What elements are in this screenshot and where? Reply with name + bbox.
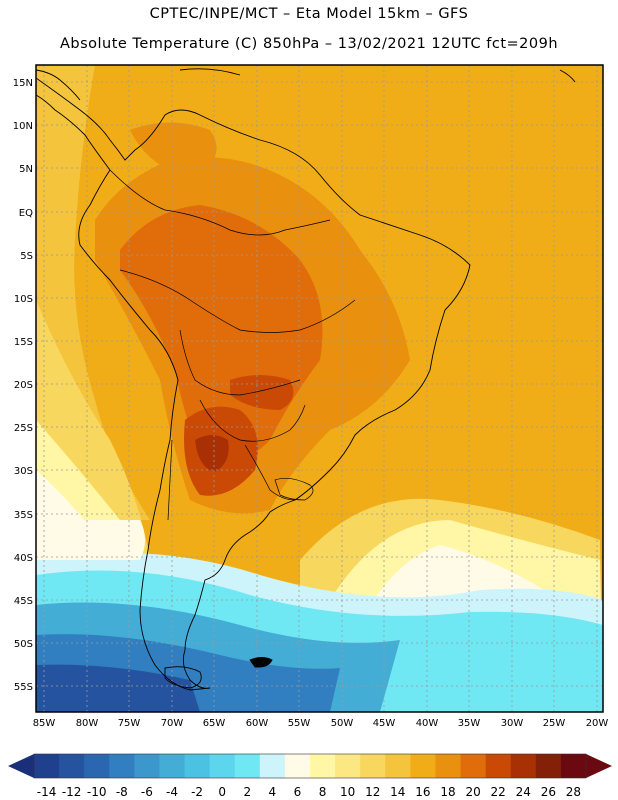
colorbar-label: 6 xyxy=(294,785,302,799)
colorbar-swatch xyxy=(560,754,587,778)
colorbar-frame xyxy=(33,753,587,779)
lat-label: 55S xyxy=(14,682,33,693)
lon-label: 75W xyxy=(118,718,141,729)
colorbar-swatch xyxy=(510,754,537,778)
colorbar-label: 14 xyxy=(390,785,405,799)
lat-label: 30S xyxy=(14,466,33,477)
lon-label: 85W xyxy=(33,718,56,729)
colorbar-label: 8 xyxy=(319,785,327,799)
colorbar-swatch xyxy=(59,754,85,778)
colorbar-label: 28 xyxy=(566,785,581,799)
colorbar-underflow-triangle xyxy=(8,754,34,778)
lat-label: 40S xyxy=(14,553,33,564)
lat-label: 5S xyxy=(20,251,33,262)
colorbar-label: 18 xyxy=(440,785,455,799)
colorbar-swatch xyxy=(234,754,261,778)
colorbar-swatch xyxy=(159,754,186,778)
lon-label: 55W xyxy=(288,718,311,729)
colorbar-label: -8 xyxy=(116,785,128,799)
lat-label: 35S xyxy=(14,510,33,521)
longitude-labels: 85W 80W 75W 70W 65W 60W 55W 50W 45W 40W … xyxy=(33,718,609,729)
colorbar-label: 22 xyxy=(491,785,506,799)
colorbar-label: 12 xyxy=(365,785,380,799)
colorbar-swatch xyxy=(360,754,386,778)
colorbar-label: 24 xyxy=(516,785,531,799)
colorbar-label: 10 xyxy=(340,785,355,799)
colorbar-label: 0 xyxy=(218,785,226,799)
colorbar-swatch xyxy=(34,754,60,778)
colorbar-label: 16 xyxy=(415,785,430,799)
colorbar-label: 26 xyxy=(541,785,556,799)
colorbar-swatch xyxy=(259,754,286,778)
colorbar-swatch xyxy=(134,754,160,778)
lat-label: 5N xyxy=(19,164,33,175)
colorbar-label: 2 xyxy=(243,785,251,799)
lat-label: 15N xyxy=(13,78,33,89)
colorbar-label: 20 xyxy=(465,785,480,799)
colorbar-swatch xyxy=(209,754,236,778)
colorbar-swatch xyxy=(385,754,411,778)
colorbar-label: -10 xyxy=(87,785,107,799)
lon-label: 60W xyxy=(246,718,269,729)
lon-label: 20W xyxy=(586,718,609,729)
colorbar-swatch xyxy=(109,754,135,778)
colorbar-swatch xyxy=(284,754,311,778)
lat-label: 50S xyxy=(14,639,33,650)
colorbar-swatch xyxy=(410,754,436,778)
colorbar-label: -12 xyxy=(62,785,82,799)
lon-label: 70W xyxy=(161,718,184,729)
colorbar-swatch xyxy=(435,754,462,778)
coastlines xyxy=(36,68,576,691)
lon-label: 65W xyxy=(203,718,226,729)
lat-label: 25S xyxy=(14,423,33,434)
colorbar-swatch xyxy=(84,754,110,778)
chart-subtitle: Absolute Temperature (C) 850hPa – 13/02/… xyxy=(59,36,559,52)
lon-label: 40W xyxy=(416,718,439,729)
colorbar-label: -14 xyxy=(37,785,57,799)
latitude-labels: 15N 10N 5N EQ 5S 10S 15S 20S 25S 30S 35S… xyxy=(13,78,33,693)
colorbar-swatch xyxy=(184,754,211,778)
lat-label: 20S xyxy=(14,380,33,391)
colorbar-swatch xyxy=(485,754,512,778)
map-frame xyxy=(35,64,604,713)
colorbar-label: 4 xyxy=(269,785,277,799)
colorbar-swatch xyxy=(335,754,361,778)
colorbar-label: -4 xyxy=(166,785,178,799)
colorbar-label: -6 xyxy=(141,785,153,799)
colorbar-swatch xyxy=(310,754,336,778)
lat-label: 45S xyxy=(14,596,33,607)
lat-label: 10S xyxy=(14,294,33,305)
temperature-field xyxy=(36,65,603,712)
lat-label: 15S xyxy=(14,337,33,348)
chart-title: CPTEC/INPE/MCT – Eta Model 15km – GFS xyxy=(149,6,469,22)
lon-label: 50W xyxy=(331,718,354,729)
lon-label: 35W xyxy=(458,718,481,729)
lon-label: 25W xyxy=(543,718,566,729)
colorbar-swatch xyxy=(460,754,487,778)
lon-label: 30W xyxy=(501,718,524,729)
colorbar-swatch xyxy=(535,754,562,778)
colorbar-overflow-triangle xyxy=(586,754,612,778)
colorbar: -14 -12 -10 -8 -6 -4 -2 0 2 4 6 8 10 12 14 16 18 20 22 24 26… xyxy=(8,753,612,799)
lat-label: 10N xyxy=(13,121,33,132)
lon-label: 80W xyxy=(76,718,99,729)
colorbar-label: -2 xyxy=(191,785,203,799)
lat-label: EQ xyxy=(19,208,33,219)
lon-label: 45W xyxy=(373,718,396,729)
